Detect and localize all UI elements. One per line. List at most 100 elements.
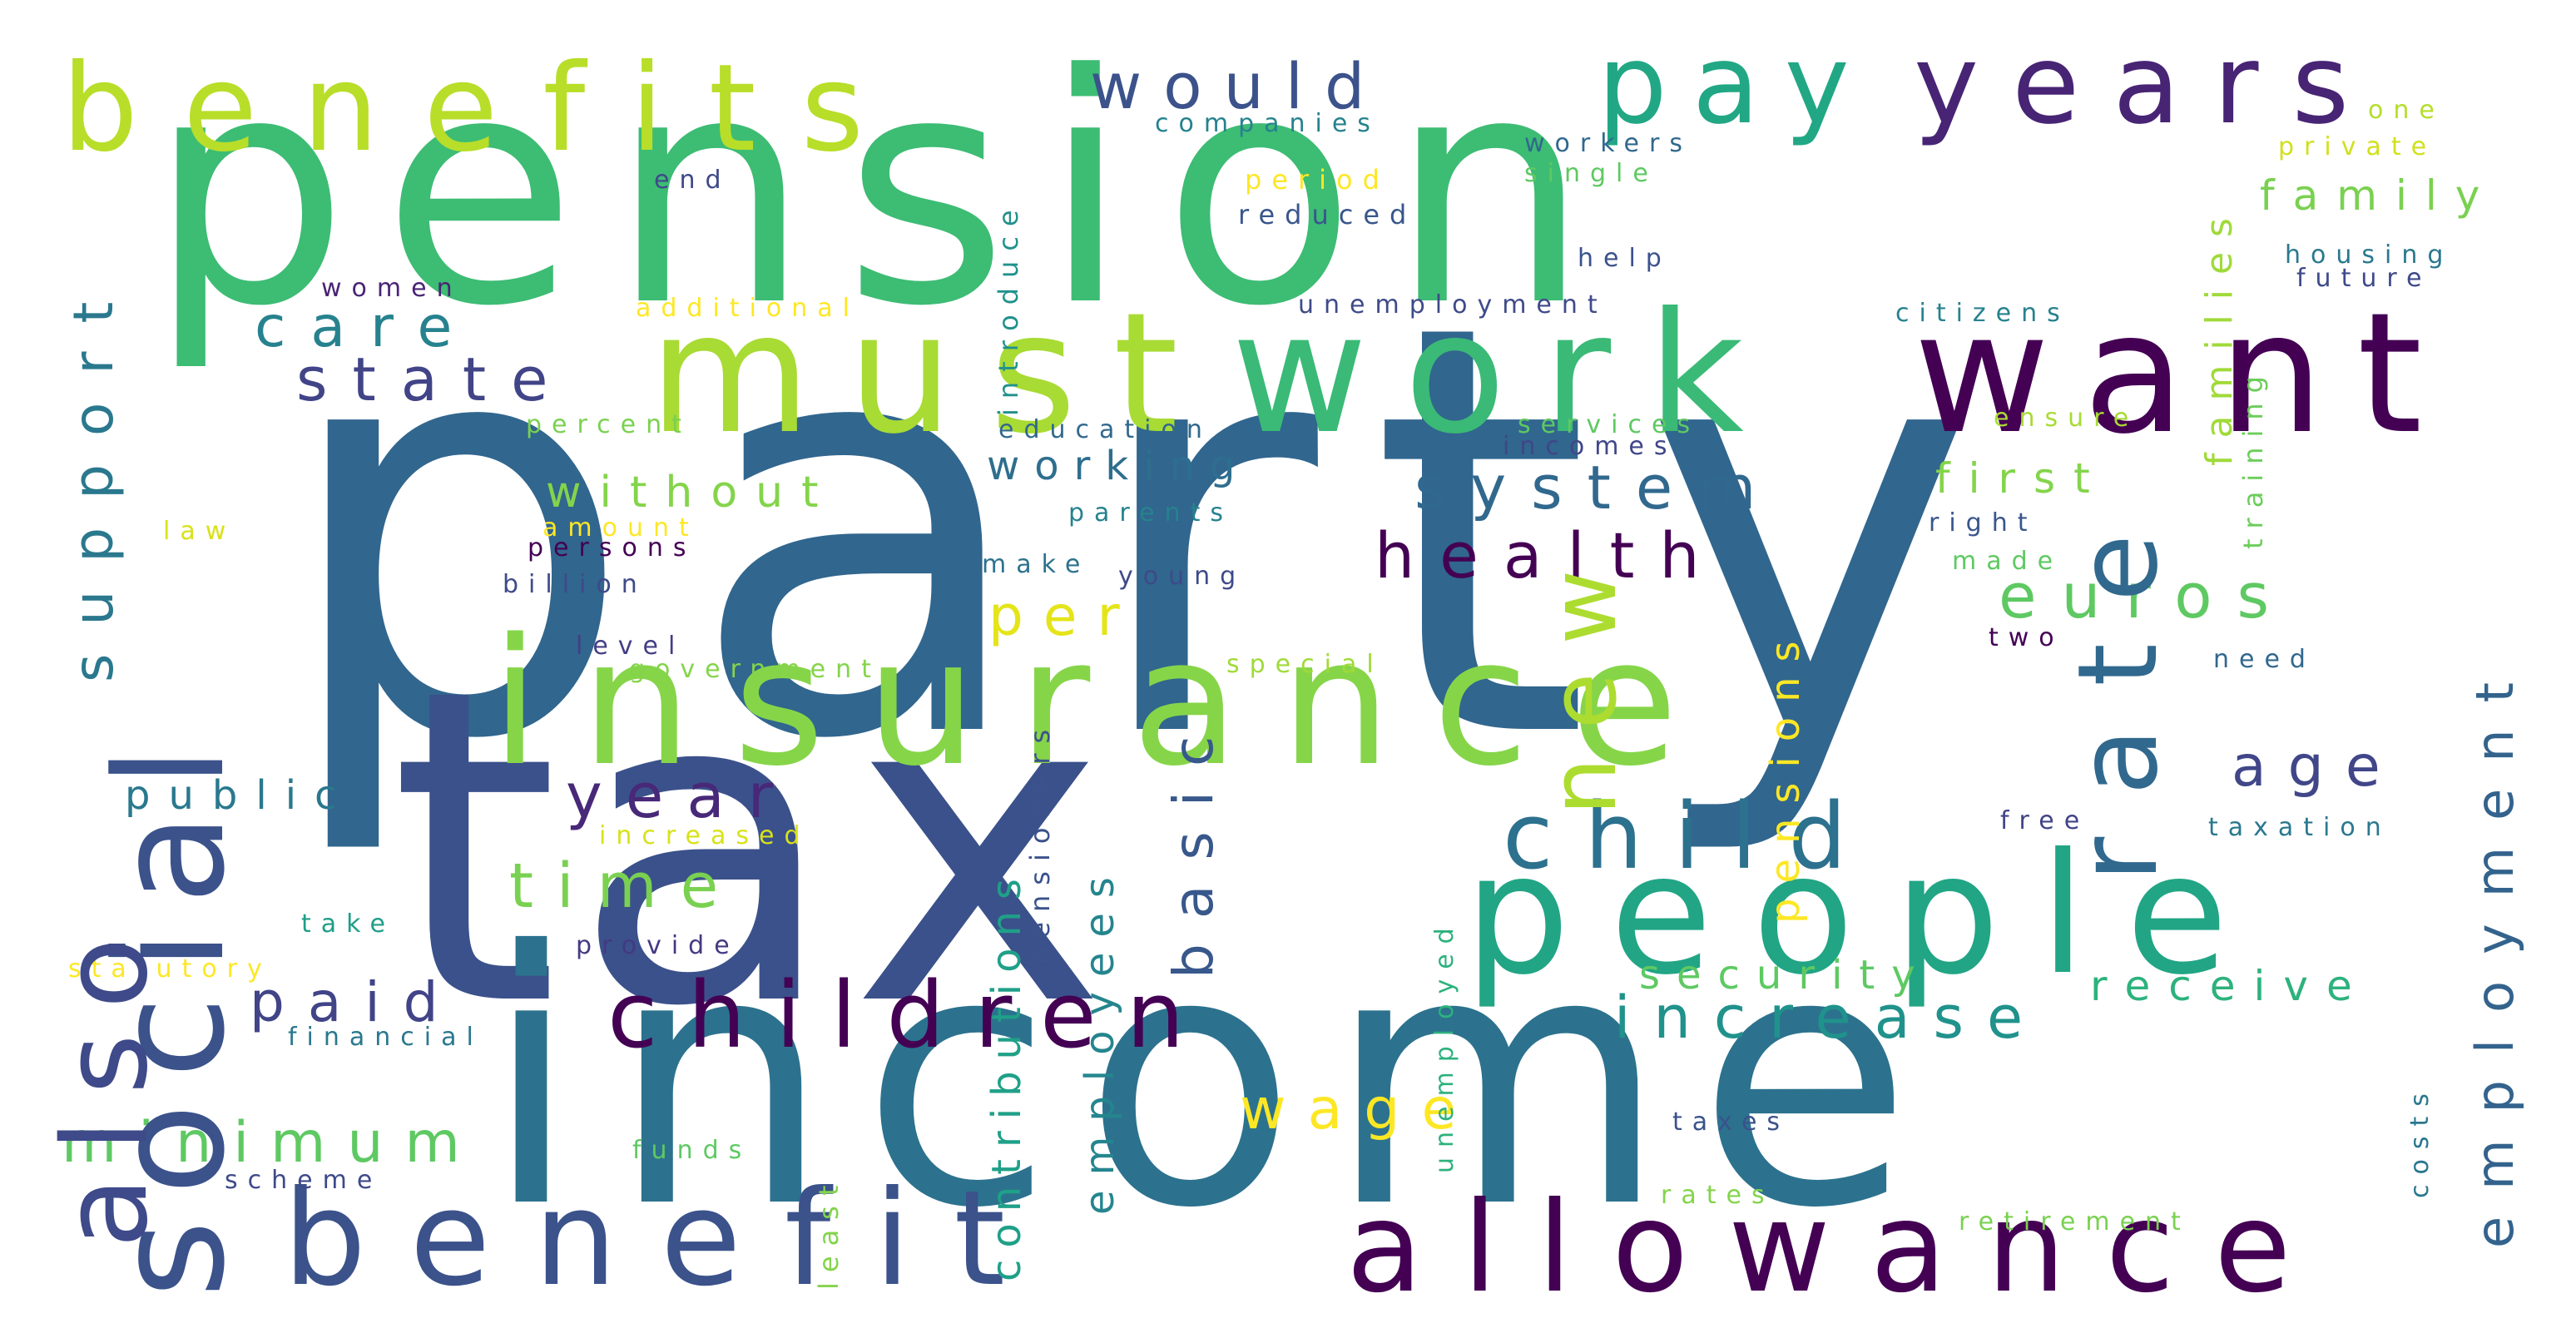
word-first: first	[1935, 454, 2108, 503]
word-state: state	[296, 344, 573, 414]
word-wage: wage	[1240, 1077, 1479, 1142]
word-funds: funds	[632, 1136, 752, 1165]
word-persons: persons	[528, 533, 696, 562]
word-law: law	[163, 517, 236, 546]
word-insurance: insurance	[491, 601, 1720, 805]
word-government: government	[629, 655, 881, 684]
word-pay: pay	[1598, 21, 1875, 149]
word-women: women	[321, 274, 463, 303]
word-billion: billion	[503, 570, 647, 599]
word-per: per	[988, 584, 1140, 648]
word-private: private	[2278, 132, 2437, 161]
word-allowance: allowance	[1346, 1176, 2331, 1321]
word-made: made	[1952, 547, 2063, 576]
word-benefits: benefits	[62, 38, 909, 179]
word-party: party	[276, 205, 2029, 863]
word-reduced: reduced	[1238, 199, 1417, 230]
word-year: year	[566, 761, 797, 832]
word-services: services	[1518, 410, 1701, 439]
word-young: young	[1118, 562, 1246, 591]
word-employees: employees	[1077, 862, 1123, 1215]
word-pensioners: pensioners	[1024, 719, 1056, 965]
word-pensions: pensions	[1762, 626, 1809, 924]
word-future: future	[2296, 264, 2432, 293]
word-benefit: benefit	[283, 1162, 1049, 1316]
word-unemployment: unemployment	[1298, 290, 1608, 320]
word-provide: provide	[576, 931, 740, 960]
word-families: families	[2198, 203, 2241, 466]
word-without: without	[546, 468, 837, 518]
word-level: level	[576, 632, 686, 661]
word-people: people	[1464, 818, 2268, 1012]
word-also: also	[38, 912, 174, 1248]
word-contributions: contributions	[983, 867, 1030, 1281]
word-employment: employment	[2465, 656, 2525, 1248]
word-child: child	[1503, 783, 1879, 890]
word-additional: additional	[636, 294, 859, 323]
word-make: make	[982, 550, 1091, 579]
word-unemployed: unemployed	[1430, 918, 1459, 1173]
word-income: income	[483, 878, 1943, 1285]
word-children: children	[607, 962, 1215, 1068]
word-family: family	[2260, 171, 2499, 220]
word-scheme: scheme	[225, 1166, 383, 1195]
word-least: least	[813, 1175, 845, 1290]
word-companies: companies	[1155, 109, 1380, 138]
word-work: work	[1231, 277, 1781, 471]
word-health: health	[1375, 518, 1725, 592]
word-time: time	[509, 850, 742, 922]
word-years: years	[1914, 21, 2383, 149]
word-housing: housing	[2285, 240, 2454, 270]
word-amount: amount	[542, 513, 699, 543]
word-want: want	[1914, 277, 2456, 471]
word-public: public	[125, 772, 355, 819]
word-financial: financial	[288, 1023, 483, 1052]
word-basic: basic	[1162, 711, 1226, 979]
word-introduce: introduce	[993, 200, 1024, 416]
word-taxes: taxes	[1672, 1108, 1791, 1137]
word-period: period	[1245, 164, 1390, 196]
word-receive: receive	[2090, 962, 2370, 1010]
word-minimum: minimum	[62, 1110, 482, 1176]
word-rates: rates	[1661, 1181, 1775, 1210]
word-new: new	[1530, 541, 1637, 815]
word-statutory: statutory	[68, 954, 272, 984]
word-support: support	[62, 273, 126, 682]
word-euros: euros	[1999, 561, 2295, 632]
word-taxation: taxation	[2208, 813, 2391, 842]
word-two: two	[1989, 623, 2064, 652]
word-working: working	[987, 443, 1251, 489]
word-tax: tax	[389, 597, 1121, 1101]
word-costs: costs	[2405, 1083, 2435, 1198]
word-pension: pension	[148, 7, 1623, 375]
word-right: right	[1929, 508, 2038, 538]
word-parents: parents	[1068, 498, 1233, 528]
word-help: help	[1578, 244, 1672, 273]
word-paid: paid	[250, 970, 462, 1034]
word-age: age	[2232, 734, 2402, 800]
word-citizens: citizens	[1895, 299, 2070, 328]
word-care: care	[255, 295, 478, 360]
word-workers: workers	[1524, 129, 1692, 158]
word-security: security	[1639, 952, 1932, 999]
word-one: one	[2368, 96, 2445, 125]
word-would: would	[1090, 49, 1387, 123]
word-ensure: ensure	[1994, 404, 2139, 433]
word-increased: increased	[599, 821, 810, 850]
word-end: end	[654, 166, 731, 195]
word-training: training	[2237, 366, 2269, 549]
word-rate: rate	[2054, 492, 2182, 882]
word-percent: percent	[526, 410, 691, 439]
word-incomes: incomes	[1503, 432, 1677, 461]
word-education: education	[998, 415, 1212, 444]
word-system: system	[1414, 453, 1781, 523]
word-retirement: retirement	[1959, 1207, 2191, 1236]
word-free: free	[2000, 806, 2090, 835]
word-special: special	[1226, 650, 1384, 679]
word-must: must	[649, 277, 1216, 471]
word-need: need	[2213, 645, 2316, 674]
word-take: take	[301, 909, 395, 939]
word-single: single	[1524, 159, 1658, 188]
word-increase: increase	[1614, 984, 2047, 1052]
